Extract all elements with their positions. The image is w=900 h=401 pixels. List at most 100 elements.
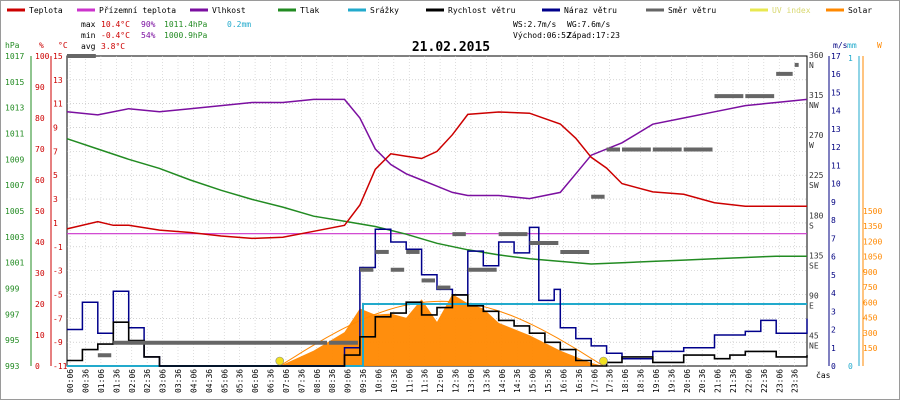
axis-pct-tick: 30	[35, 269, 45, 278]
x-tick: 14:06	[498, 369, 507, 393]
x-tick: 23:36	[791, 369, 800, 393]
axis-dir-tick: 225	[809, 171, 824, 180]
stats-sunset: Západ:17:23	[567, 31, 620, 40]
axis-hpa-tick: 1003	[5, 233, 24, 242]
axis-pct-tick: 80	[35, 114, 45, 123]
axis-hpa-tick: 1007	[5, 181, 24, 190]
axis-dir-tick: NW	[809, 101, 819, 110]
axis-dir-tick: 90	[809, 291, 819, 300]
stats-rain: 0.2mm	[227, 20, 251, 29]
axis-degc-tick: -5	[53, 290, 63, 299]
axis-degc-tick: 1	[53, 219, 58, 228]
axis-degc-tick: 3	[53, 195, 58, 204]
axis-dir-tick: 270	[809, 131, 824, 140]
axis-ms-tick: 1	[831, 344, 836, 353]
axis-pct-tick: 100	[35, 52, 50, 61]
x-tick: 18:06	[621, 369, 630, 393]
legend-label: Teplota	[29, 6, 63, 15]
x-tick: 18:36	[637, 369, 646, 393]
stats-temp: -0.4°C	[101, 31, 130, 40]
axis-degc-tick: -11	[53, 362, 68, 371]
axis-pct-tick: 50	[35, 207, 45, 216]
axis-ms-tick: 17	[831, 52, 841, 61]
x-tick: 20:36	[698, 369, 707, 393]
axis-ms-tick: 7	[831, 234, 836, 243]
legend-label: Směr větru	[668, 6, 716, 15]
chart-title: 21.02.2015	[412, 40, 490, 55]
axis-ms-tick: 2	[831, 326, 836, 335]
axis-dir-tick: 315	[809, 91, 824, 100]
x-tick: 02:36	[143, 369, 152, 393]
axis-ms-tick: 16	[831, 70, 841, 79]
x-tick: 17:06	[590, 369, 599, 393]
axis-dir-tick: SE	[809, 261, 819, 270]
stats-label: max	[81, 20, 96, 29]
x-tick: 13:36	[482, 369, 491, 393]
axis-degc-tick: -3	[53, 267, 63, 276]
axis-pct-tick: 70	[35, 145, 45, 154]
axis-dir-tick: SW	[809, 181, 819, 190]
axis-dir-tick: N	[809, 61, 814, 70]
stats-hum: 54%	[141, 31, 156, 40]
axis-dir-tick: 135	[809, 251, 824, 260]
x-tick: 21:36	[729, 369, 738, 393]
x-tick: 08:36	[328, 369, 337, 393]
stats-press: 1011.4hPa	[164, 20, 208, 29]
axis-w-tick: 900	[863, 268, 878, 277]
x-tick: 22:36	[760, 369, 769, 393]
x-tick: 02:06	[128, 369, 137, 393]
legend-label: UV index	[772, 6, 811, 15]
legend-label: Rychlost větru	[448, 6, 516, 15]
x-tick: 14:36	[513, 369, 522, 393]
x-tick: 13:06	[467, 369, 476, 393]
x-axis-label: čas	[816, 370, 831, 380]
axis-hpa-tick: 995	[5, 336, 20, 345]
axis-pct-tick: 20	[35, 300, 45, 309]
axis-degc-tick: -7	[53, 314, 63, 323]
stats-label: avg	[81, 42, 96, 51]
axis-degc-tick: 5	[53, 171, 58, 180]
axis-ms-tick: 4	[831, 289, 836, 298]
stats-ws: WS:2.7m/s	[513, 20, 557, 29]
axis-degc-unit: °C	[58, 41, 68, 50]
axis-ms-unit: m/s	[833, 41, 848, 50]
stats-temp: 10.4°C	[101, 20, 130, 29]
axis-pct-tick: 0	[35, 362, 40, 371]
axis-dir-tick: 360	[809, 51, 824, 60]
x-tick: 09:06	[344, 369, 353, 393]
x-tick: 16:06	[559, 369, 568, 393]
stats-wg: WG:7.6m/s	[567, 20, 611, 29]
x-tick: 00:06	[66, 369, 75, 393]
axis-hpa-tick: 1013	[5, 104, 24, 113]
legend-label: Srážky	[370, 6, 399, 15]
axis-degc-tick: 9	[53, 124, 58, 133]
axis-w-tick: 1050	[863, 253, 882, 262]
stats-press: 1000.9hPa	[164, 31, 208, 40]
legend-label: Přízemní teplota	[99, 6, 176, 15]
axis-hpa-tick: 1001	[5, 259, 24, 268]
axis-mm-unit: mm	[847, 41, 857, 50]
axis-dir-tick: W	[809, 141, 814, 150]
x-tick: 21:06	[714, 369, 723, 393]
axis-w-tick: 300	[863, 329, 878, 338]
axis-hpa-unit: hPa	[5, 41, 20, 50]
stats-hum: 90%	[141, 20, 156, 29]
plot-frame	[66, 55, 808, 367]
axis-hpa-tick: 1015	[5, 78, 24, 87]
x-tick: 22:06	[744, 369, 753, 393]
axis-w-unit: W	[877, 41, 882, 50]
axis-degc-tick: 15	[53, 52, 63, 61]
x-tick: 05:36	[236, 369, 245, 393]
axis-pct-tick: 90	[35, 83, 45, 92]
axis-ms-tick: 0	[831, 362, 836, 371]
axis-mm-tick: 1	[848, 54, 853, 63]
axis-dir-tick: S	[809, 221, 814, 230]
axis-pct-tick: 40	[35, 238, 45, 247]
x-tick: 10:36	[390, 369, 399, 393]
x-tick: 07:06	[282, 369, 291, 393]
x-tick: 15:06	[529, 369, 538, 393]
axis-w-tick: 600	[863, 298, 878, 307]
x-tick: 19:36	[667, 369, 676, 393]
sun-marker	[275, 356, 285, 366]
